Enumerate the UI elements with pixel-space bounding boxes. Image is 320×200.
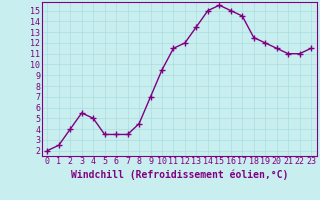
X-axis label: Windchill (Refroidissement éolien,°C): Windchill (Refroidissement éolien,°C): [70, 169, 288, 180]
